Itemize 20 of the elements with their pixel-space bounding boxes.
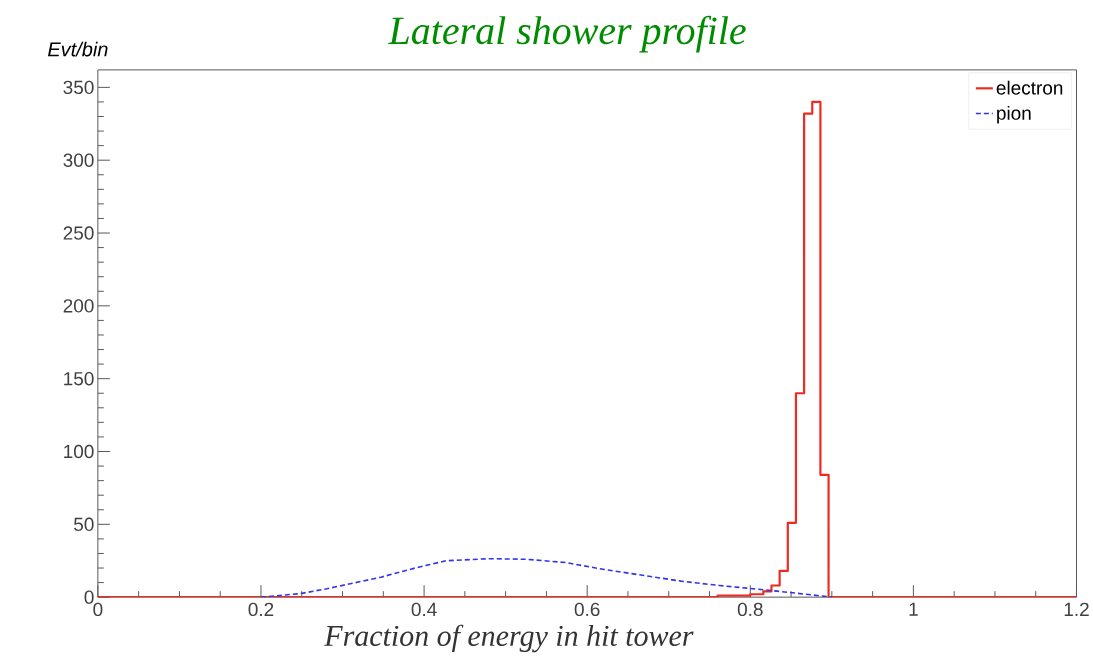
legend-label: pion (997, 105, 1031, 124)
x-tick-label: 1 (909, 602, 918, 616)
x-tick-label: 1.2 (1064, 602, 1089, 616)
x-tick-label: 0.8 (737, 602, 763, 617)
y-tick-label: 100 (64, 444, 94, 459)
x-axis-title: Fraction of energy in hit tower (324, 624, 694, 653)
x-tick-label: 0.2 (248, 602, 274, 617)
y-tick-label: 0 (84, 590, 94, 604)
y-axis-title: Evt/bin (47, 41, 108, 57)
chart-title: Lateral shower profile (388, 15, 746, 53)
y-tick-label: 200 (63, 299, 94, 313)
legend-label: electron (996, 80, 1063, 95)
x-tick-label: 0.4 (411, 602, 437, 617)
line-series (260, 557, 833, 598)
y-tick-label: 150 (64, 371, 94, 386)
y-tick-label: 350 (63, 80, 94, 95)
y-tick-label: 50 (74, 517, 94, 532)
y-tick-label: 250 (63, 226, 94, 240)
y-tick-label: 300 (63, 153, 94, 167)
x-tick-label: 0.6 (574, 602, 600, 617)
